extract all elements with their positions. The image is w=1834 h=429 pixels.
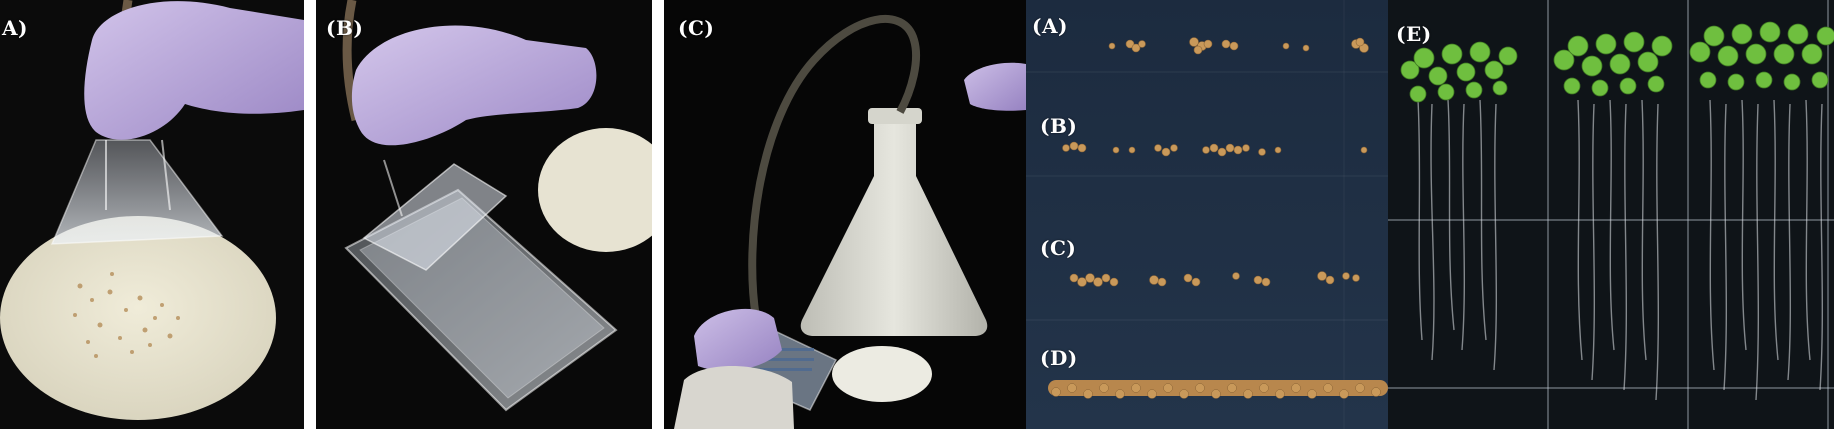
- seed-row-d: [1048, 380, 1388, 399]
- gloved-hand: [84, 1, 304, 140]
- roots: [1417, 99, 1824, 401]
- scraper-blade: [50, 139, 224, 245]
- seed-row-c: [1069, 271, 1360, 287]
- plate-grid: [1388, 0, 1834, 429]
- photo-panel-b: (B): [316, 0, 652, 429]
- filter-paper-disc: [832, 346, 932, 402]
- vacuum-tube: [748, 15, 921, 319]
- seed-row-label-a: (A): [1032, 14, 1068, 38]
- seedlings-illustration: [1388, 0, 1834, 429]
- scattered-seeds: [73, 272, 180, 358]
- panel-label-e: (E): [1396, 22, 1432, 46]
- photo-a-illustration: [0, 0, 304, 429]
- seed-row-label-b: (B): [1040, 114, 1078, 138]
- photo-panel-a: A): [0, 0, 304, 429]
- seed-row-label-c: (C): [1040, 236, 1077, 260]
- seed-row-a: [1108, 37, 1369, 55]
- seed-rows-illustration: [1026, 0, 1388, 429]
- seed-row-b: [1062, 141, 1368, 157]
- seed-rows-panel: (A) (B) (C) (D): [1026, 0, 1388, 429]
- panel-label-a: A): [2, 16, 28, 40]
- gloved-hand-left: [694, 308, 782, 371]
- panel-label-c: (C): [678, 16, 715, 40]
- gloved-hand-right: [964, 62, 1026, 111]
- filter-paper-disc: [0, 216, 276, 420]
- seed-row-label-d: (D): [1040, 346, 1078, 370]
- photo-c-illustration: [664, 0, 1026, 429]
- gloved-hand: [351, 25, 597, 146]
- photo-b-illustration: [316, 0, 652, 429]
- photo-panel-c: (C): [664, 0, 1026, 429]
- panel-label-b: (B): [326, 16, 364, 40]
- seedlings-panel: (E): [1388, 0, 1834, 429]
- scraper-blade: [362, 163, 508, 271]
- erlenmeyer-flask: [800, 118, 988, 336]
- seedling-leaves: [1400, 21, 1834, 103]
- filter-paper-disc: [538, 128, 652, 252]
